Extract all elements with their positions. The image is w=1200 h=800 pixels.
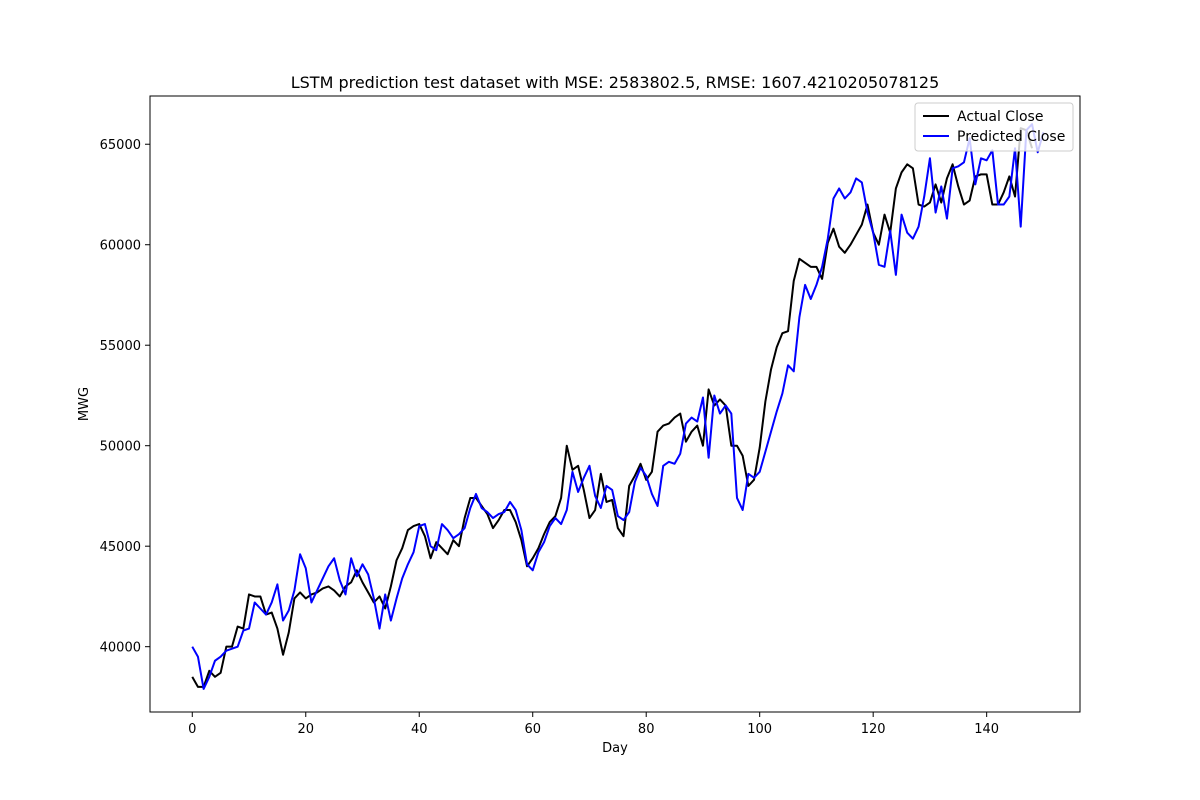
x-tick-label: 140 bbox=[974, 722, 999, 737]
series-line-predicted-close bbox=[191, 123, 1045, 690]
x-tick-label: 80 bbox=[638, 722, 655, 737]
x-tick-label: 40 bbox=[411, 722, 428, 737]
y-tick-label: 45000 bbox=[100, 540, 141, 555]
legend-label: Predicted Close bbox=[957, 129, 1065, 145]
x-tick-label: 120 bbox=[861, 722, 886, 737]
y-axis-label: MWG bbox=[77, 387, 92, 421]
chart-title: LSTM prediction test dataset with MSE: 2… bbox=[291, 73, 940, 92]
x-tick-label: 20 bbox=[297, 722, 314, 737]
x-axis-ticks: 0 20 40 60 80 100 120 140 bbox=[188, 712, 999, 737]
series-line-actual-close bbox=[191, 127, 1034, 688]
x-tick-label: 0 bbox=[188, 722, 196, 737]
legend-label: Actual Close bbox=[957, 109, 1043, 125]
y-axis-ticks: 40000 45000 50000 55000 60000 65000 bbox=[100, 138, 150, 656]
legend: Actual Close Predicted Close bbox=[914, 102, 1074, 152]
y-tick-label: 50000 bbox=[100, 440, 141, 455]
legend-box bbox=[914, 102, 1074, 152]
y-tick-label: 65000 bbox=[100, 138, 141, 153]
x-tick-label: 60 bbox=[524, 722, 541, 737]
x-axis-label: Day bbox=[602, 741, 628, 756]
y-tick-label: 60000 bbox=[100, 239, 141, 254]
plot-area-frame bbox=[149, 95, 1081, 713]
y-tick-label: 40000 bbox=[100, 641, 141, 656]
x-tick-label: 100 bbox=[747, 722, 772, 737]
y-tick-label: 55000 bbox=[100, 339, 141, 354]
series-layer bbox=[191, 123, 1045, 690]
